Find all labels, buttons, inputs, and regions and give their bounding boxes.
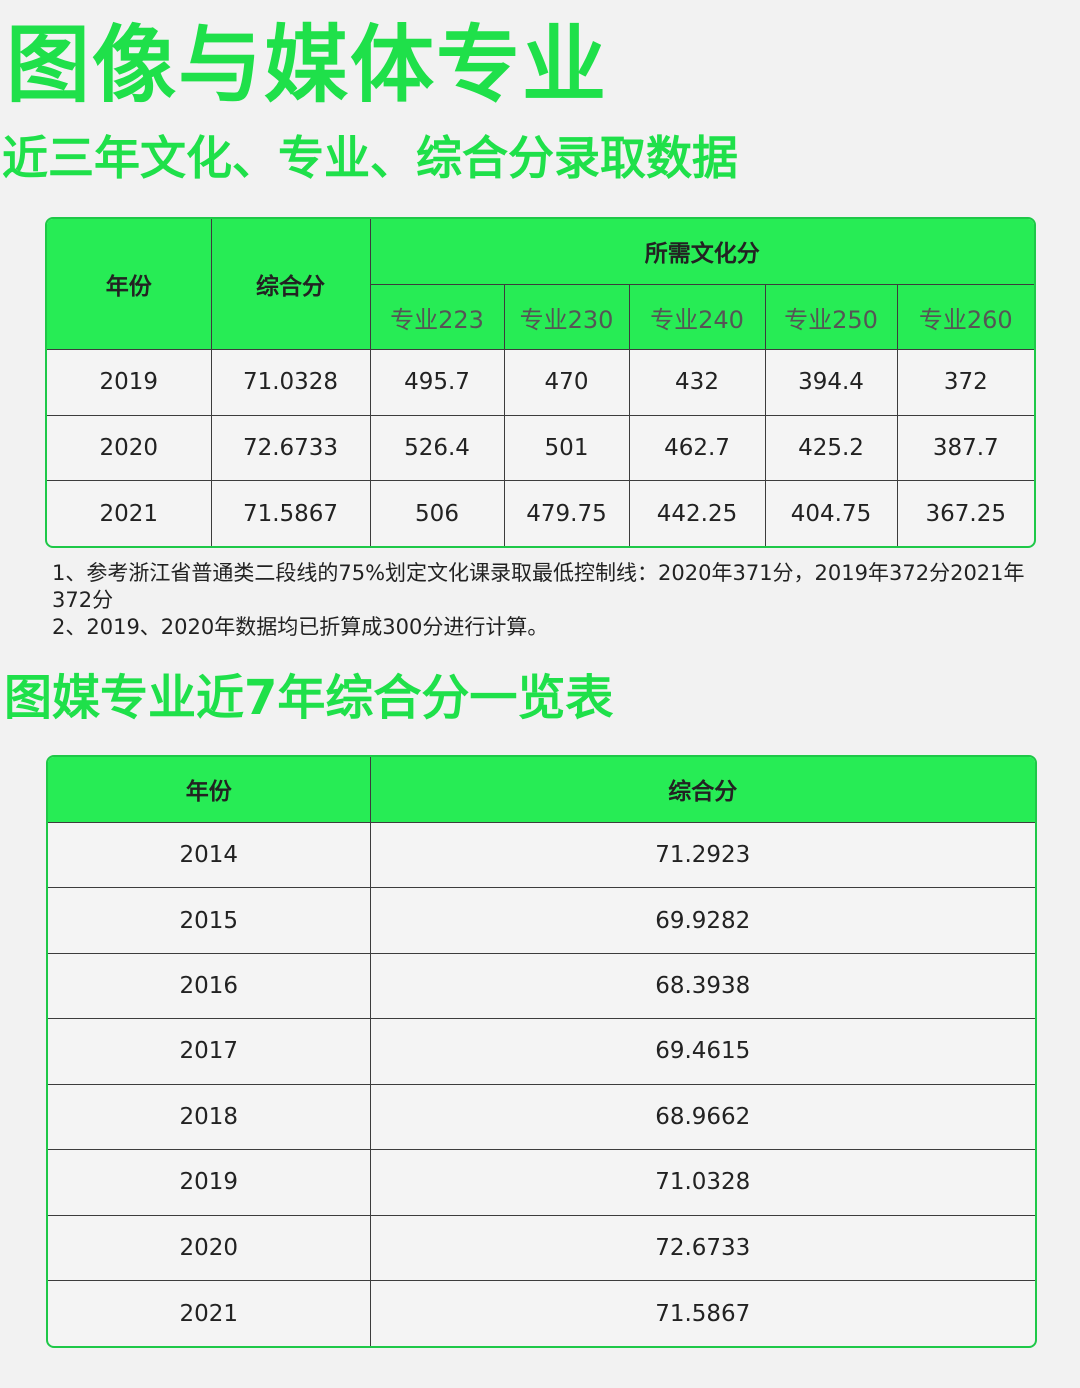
header-cell: 专业250 bbox=[764, 283, 898, 350]
cell: 501 bbox=[503, 414, 630, 482]
note: 2、2019、2020年数据均已折算成300分进行计算。 bbox=[52, 615, 549, 639]
cell: 2019 bbox=[48, 1149, 371, 1216]
table-row: 2016 68.3938 bbox=[48, 952, 1035, 1020]
cell: 470 bbox=[503, 349, 630, 416]
cell: 2019 bbox=[47, 349, 212, 416]
cell: 2021 bbox=[48, 1280, 371, 1346]
cell: 71.2923 bbox=[369, 821, 1035, 889]
header-cell: 年份 bbox=[47, 219, 212, 351]
cell: 394.4 bbox=[764, 349, 898, 416]
cell: 72.6733 bbox=[369, 1214, 1035, 1282]
table-row: 2019 71.0328 bbox=[48, 1149, 1035, 1216]
table-row: 2020 72.6733 526.4 501 462.7 425.2 387.7 bbox=[47, 414, 1034, 482]
notes: 1、参考浙江省普通类二段线的75%划定文化课录取最低控制线：2020年371分，… bbox=[52, 560, 1032, 641]
cell: 2018 bbox=[48, 1083, 371, 1151]
header-cell: 专业260 bbox=[896, 283, 1034, 350]
cell: 506 bbox=[369, 480, 505, 546]
cell: 367.25 bbox=[896, 480, 1034, 546]
cell: 442.25 bbox=[628, 480, 766, 546]
cell: 526.4 bbox=[369, 414, 505, 482]
cell: 372 bbox=[896, 349, 1034, 416]
cell: 2015 bbox=[48, 887, 371, 954]
table1: 年份 综合分 所需文化分 专业223 专业230 专业240 专业250 专业260 2… bbox=[47, 219, 1034, 546]
table-row: 2021 71.5867 bbox=[48, 1280, 1035, 1346]
table-row: 2015 69.9282 bbox=[48, 887, 1035, 954]
header-cell: 综合分 bbox=[210, 219, 371, 351]
table2: 年份 综合分 2014 71.2923 2015 69.9282 2016 68.3938 2… bbox=[48, 757, 1035, 1346]
table-row: 2017 69.4615 bbox=[48, 1018, 1035, 1085]
title: 图像与媒体专业 bbox=[6, 16, 609, 114]
cell: 479.75 bbox=[503, 480, 630, 546]
cell: 69.4615 bbox=[369, 1018, 1035, 1085]
cell: 2020 bbox=[47, 414, 212, 482]
cell: 71.5867 bbox=[210, 480, 371, 546]
cell: 425.2 bbox=[764, 414, 898, 482]
cell: 68.9662 bbox=[369, 1083, 1035, 1151]
cell: 71.0328 bbox=[210, 349, 371, 416]
subtitle: 近三年文化、专业、综合分录取数据 bbox=[2, 131, 738, 185]
table-row: 2018 68.9662 bbox=[48, 1083, 1035, 1151]
cell: 2014 bbox=[48, 821, 371, 889]
table2-frame: 年份 综合分 2014 71.2923 2015 69.9282 2016 68.3938 2… bbox=[46, 755, 1037, 1348]
cell: 462.7 bbox=[628, 414, 766, 482]
cell: 432 bbox=[628, 349, 766, 416]
header-cell: 综合分 bbox=[369, 757, 1035, 823]
note: 1、参考浙江省普通类二段线的75%划定文化课录取最低控制线：2020年371分，… bbox=[52, 561, 1025, 612]
header-cell: 所需文化分 bbox=[369, 219, 1034, 285]
cell: 495.7 bbox=[369, 349, 505, 416]
table-row: 2019 71.0328 495.7 470 432 394.4 372 bbox=[47, 349, 1034, 416]
header-cell: 年份 bbox=[48, 757, 371, 823]
header-cell: 专业230 bbox=[503, 283, 630, 350]
cell: 2020 bbox=[48, 1214, 371, 1282]
cell: 69.9282 bbox=[369, 887, 1035, 954]
header-cell: 专业240 bbox=[628, 283, 766, 350]
cell: 71.5867 bbox=[369, 1280, 1035, 1346]
cell: 404.75 bbox=[764, 480, 898, 546]
cell: 2017 bbox=[48, 1018, 371, 1085]
table1-frame: 年份 综合分 所需文化分 专业223 专业230 专业240 专业250 专业260 2… bbox=[45, 217, 1036, 548]
table-row: 2020 72.6733 bbox=[48, 1214, 1035, 1282]
header-cell: 专业223 bbox=[370, 283, 505, 350]
cell: 2021 bbox=[47, 480, 212, 546]
cell: 387.7 bbox=[896, 414, 1034, 482]
cell: 72.6733 bbox=[210, 414, 371, 482]
cell: 2016 bbox=[48, 952, 371, 1020]
cell: 68.3938 bbox=[369, 952, 1035, 1020]
section-title: 图媒专业近7年综合分一览表 bbox=[4, 670, 614, 726]
table-row: 2014 71.2923 bbox=[48, 821, 1035, 889]
cell: 71.0328 bbox=[369, 1149, 1035, 1216]
table-row: 2021 71.5867 506 479.75 442.25 404.75 367.25 bbox=[47, 480, 1034, 546]
